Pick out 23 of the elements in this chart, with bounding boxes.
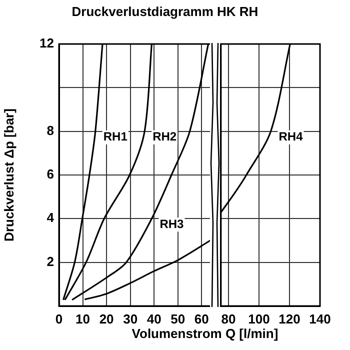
x-tick-label: 40	[146, 311, 162, 326]
series-label: RH2	[152, 130, 177, 144]
series-label: RH3	[160, 216, 184, 231]
x-tick-label: 10	[76, 311, 90, 326]
x-tick-label: 60	[194, 311, 209, 326]
x-axis-title: Volumenstrom Q [l/min]	[130, 326, 280, 341]
x-tick-label: 120	[278, 311, 300, 326]
chart-title: Druckverlustdiagramm HK RH	[70, 4, 260, 19]
y-tick-label: 12	[40, 36, 54, 51]
series-label: RH1	[103, 130, 128, 144]
x-tick-label: 30	[123, 311, 138, 326]
x-tick-label: 80	[221, 311, 236, 326]
y-tick-label: 6	[46, 166, 54, 182]
series-label: RH4	[278, 130, 304, 144]
y-tick-label: 4	[46, 210, 55, 226]
y-tick-label: 8	[46, 122, 54, 138]
x-tick-label: 0	[55, 311, 63, 326]
y-axis-title: Druckverlust Δp [bar]	[1, 108, 16, 242]
y-tick-label: 2	[46, 254, 54, 269]
x-tick-label: 140	[309, 311, 331, 326]
x-tick-label: 50	[170, 311, 186, 326]
x-tick-label: 20	[99, 311, 114, 326]
x-tick-label: 100	[248, 311, 270, 326]
